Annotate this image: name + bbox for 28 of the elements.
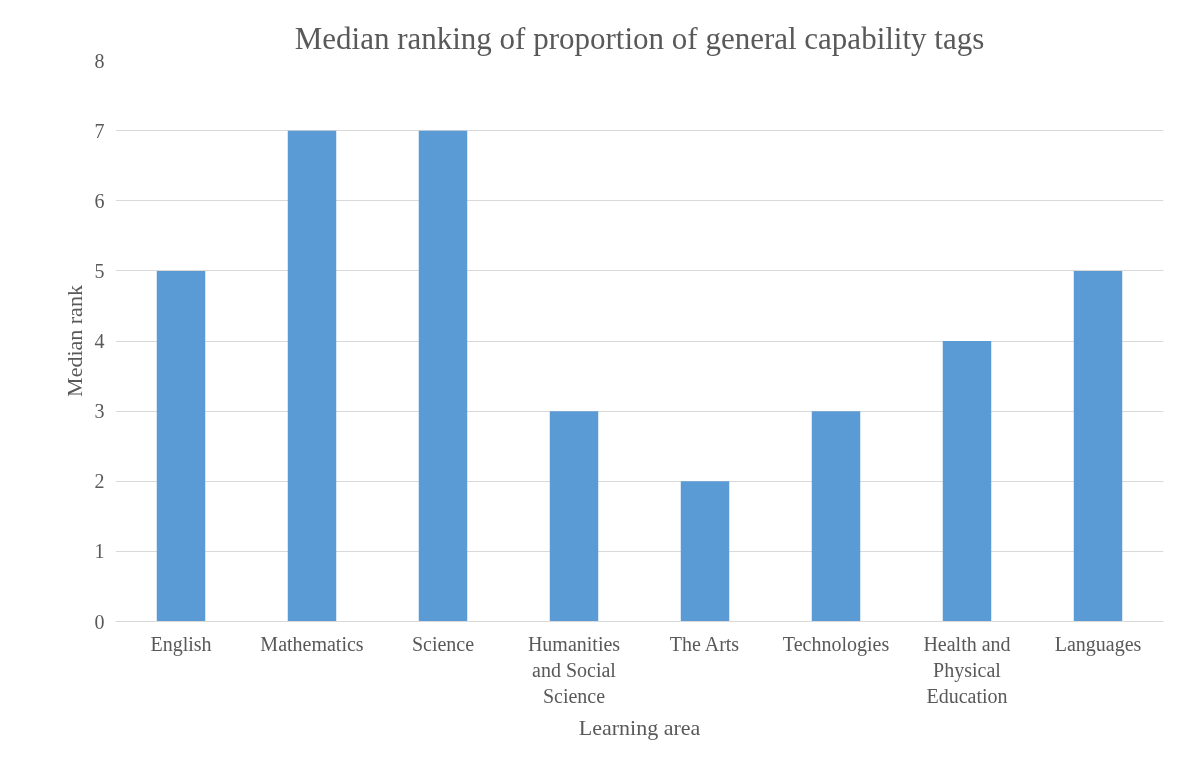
y-tick-label: 1	[94, 540, 105, 563]
x-tick-label: Humanities and Social Science	[527, 632, 621, 708]
x-tick-label: The Arts	[669, 632, 740, 655]
x-tick-label: Health and Physical Education	[923, 632, 1011, 708]
bar	[942, 341, 992, 622]
bar	[549, 411, 599, 622]
y-axis-title: Median rank	[61, 285, 87, 397]
x-tick-label: English	[150, 632, 212, 656]
y-tick-label: 4	[94, 330, 105, 352]
bar	[156, 270, 206, 622]
x-axis-title: Learning area	[578, 715, 701, 741]
bar	[680, 481, 730, 622]
bar	[1073, 270, 1123, 622]
y-tick-label: 0	[94, 610, 105, 633]
x-tick-label: Languages	[1054, 632, 1142, 656]
bar	[287, 130, 337, 622]
y-tick-label: 3	[94, 400, 105, 423]
x-tick-label: Technologies	[782, 632, 890, 656]
y-tick-label: 6	[94, 189, 105, 212]
y-tick-label: 8	[94, 49, 105, 72]
y-tick-label: 7	[94, 119, 105, 142]
x-tick-label: Mathematics	[260, 632, 364, 655]
x-tick-label: Science	[411, 632, 475, 655]
y-tick-label: 5	[94, 259, 105, 282]
bar	[811, 411, 861, 622]
y-tick-label: 2	[94, 470, 105, 493]
chart-title: Median ranking of proportion of general capability tags	[294, 20, 985, 56]
bar	[418, 130, 468, 622]
